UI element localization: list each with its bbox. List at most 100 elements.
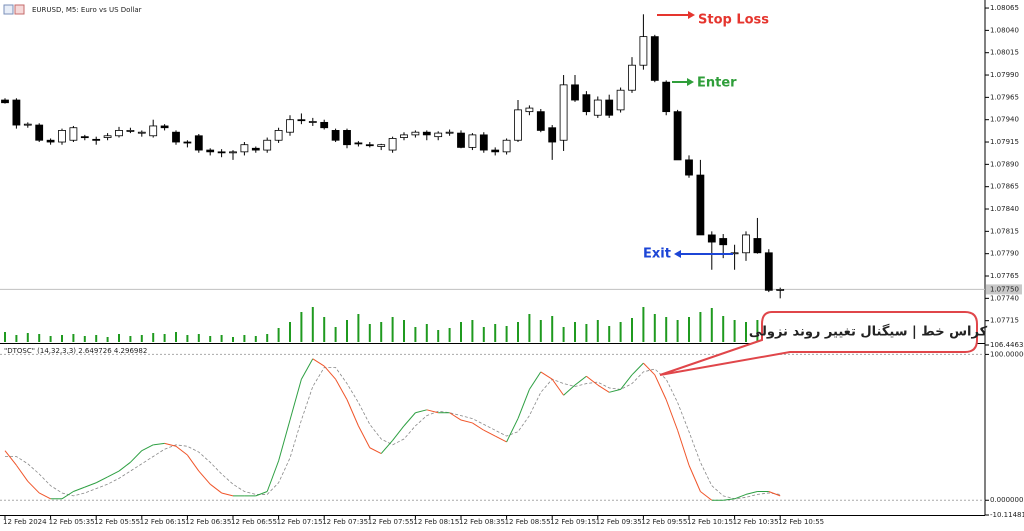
candle-body: [274, 130, 283, 141]
candle-body: [308, 121, 317, 123]
candle-body: [468, 134, 477, 148]
y-tick-label: -10.114812: [990, 511, 1024, 519]
main-line-segment: [574, 375, 587, 386]
x-tick-label: 12 Feb 10:55: [778, 518, 824, 526]
candle-body: [354, 142, 363, 145]
x-tick-label: 12 Feb 05:55: [94, 518, 140, 526]
x-tick-label: 12 Feb 2024: [3, 518, 47, 526]
x-tick-label: 12 Feb 07:55: [368, 518, 414, 526]
candle-body: [286, 119, 294, 133]
y-tick-label: 1.07790: [990, 250, 1019, 258]
main-line-segment: [38, 492, 51, 500]
candle-body: [103, 135, 112, 138]
y-tick-label: 100.000000: [990, 350, 1024, 358]
y-tick-label: 1.07715: [990, 317, 1019, 325]
main-line-segment: [528, 371, 542, 390]
main-line-segment: [221, 492, 234, 497]
main-line-segment: [300, 358, 314, 380]
main-line-segment: [449, 412, 462, 421]
x-tick-label: 12 Feb 08:35: [459, 518, 505, 526]
main-line-segment: [723, 498, 735, 501]
main-line-segment: [141, 444, 154, 452]
main-line-segment: [597, 384, 610, 393]
candle-body: [742, 234, 750, 254]
candle-body: [662, 81, 671, 113]
y-tick-label: 1.07740: [990, 294, 1019, 302]
main-line-segment: [153, 442, 165, 446]
y-tick-label: 1.08040: [990, 26, 1019, 34]
main-line-segment: [15, 464, 29, 482]
candle-body: [753, 238, 762, 254]
annotation-text: Stop Loss: [698, 13, 769, 28]
candle-body: [58, 130, 66, 143]
candle-body: [69, 127, 78, 141]
candle-body: [365, 144, 374, 147]
y-tick-label: 1.07915: [990, 138, 1019, 146]
main-line-segment: [95, 476, 108, 484]
candle-body: [719, 238, 728, 246]
x-tick-label: 12 Feb 08:55: [505, 518, 551, 526]
main-line-segment: [255, 491, 268, 497]
main-line-segment: [483, 429, 496, 437]
main-line-segment: [700, 491, 713, 501]
main-line-segment: [460, 419, 473, 424]
candle-body: [593, 99, 602, 116]
candle-body: [172, 131, 180, 143]
y-tick-label: 1.07940: [990, 116, 1019, 124]
candle-body: [217, 151, 226, 154]
candle-body: [628, 64, 636, 91]
main-line-segment: [540, 371, 553, 380]
x-tick-label: 12 Feb 06:35: [185, 518, 231, 526]
candle-body: [251, 147, 260, 151]
candle-body: [514, 109, 522, 141]
main-line-segment: [609, 388, 621, 393]
main-line-segment: [198, 470, 211, 485]
main-line-segment: [130, 450, 143, 463]
main-line-segment: [312, 358, 325, 367]
main-line-segment: [677, 430, 690, 466]
x-tick-label: 12 Feb 05:35: [49, 518, 95, 526]
main-line-segment: [654, 374, 667, 400]
candle-body: [445, 131, 454, 134]
candle-body: [685, 159, 693, 176]
candle-body: [183, 141, 192, 144]
y-tick-label: 1.07990: [990, 71, 1019, 79]
main-line-segment: [688, 465, 701, 492]
main-line-segment: [426, 409, 439, 414]
candle-body: [434, 132, 443, 138]
last-price-label: 1.07750: [990, 285, 1019, 293]
candle-body: [80, 136, 89, 139]
candle-body: [388, 138, 397, 151]
main-line-segment: [186, 454, 200, 472]
candle-body: [616, 89, 625, 111]
candle-body: [92, 138, 101, 141]
x-tick-label: 12 Feb 08:15: [413, 518, 459, 526]
x-tick-label: 12 Feb 06:15: [140, 518, 186, 526]
arrow-head: [688, 11, 695, 19]
main-line-segment: [631, 362, 644, 376]
main-line-segment: [27, 480, 40, 494]
candle-body: [137, 131, 146, 134]
candle-body: [673, 111, 682, 161]
candle-body: [115, 130, 123, 137]
main-line-segment: [346, 399, 359, 427]
candle-body: [422, 131, 431, 136]
main-line-segment: [563, 384, 576, 396]
candle-body: [696, 174, 705, 236]
candle-body: [650, 36, 659, 81]
main-line-segment: [734, 493, 747, 500]
main-line-segment: [357, 425, 371, 448]
main-line-segment: [61, 491, 74, 500]
main-line-segment: [73, 486, 85, 492]
main-line-segment: [278, 419, 291, 462]
candle-body: [126, 130, 135, 132]
main-line-segment: [768, 491, 781, 497]
candle-body: [491, 149, 500, 153]
y-tick-label: 1.07865: [990, 183, 1019, 191]
main-line-segment: [175, 445, 188, 456]
candle-body: [536, 111, 545, 131]
candle-body: [194, 135, 203, 151]
